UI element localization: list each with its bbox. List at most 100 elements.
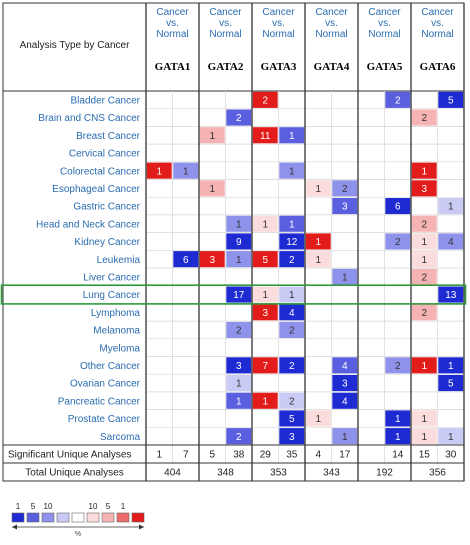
cell-value: 1 [209,131,215,142]
heatmap-cell [252,251,278,268]
significant-unique-value: 15 [419,450,431,461]
heatmap-cell [252,304,278,321]
analysis-type-header: Analysis Type by Cancer [20,40,131,51]
cell-value: 2 [395,95,401,106]
heatmap-cell [385,357,411,374]
significant-unique-value: 35 [286,450,298,461]
cell-value: 3 [289,432,295,443]
cell-value: 2 [395,237,401,248]
comparison-label-vs: vs. [325,18,338,29]
cancer-label: Bladder Cancer [71,95,141,106]
total-unique-value: 192 [376,468,393,479]
heatmap-cell [385,428,411,445]
comparison-label-cancer: Cancer [368,7,401,18]
heatmap-cell [279,215,305,232]
cell-value: 2 [236,113,242,124]
comparison-label-normal: Normal [209,29,241,40]
comparison-label-cancer: Cancer [262,7,295,18]
cell-value: 2 [421,113,427,124]
gene-header-gata1: GATA1 [155,61,191,73]
cell-value: 2 [342,184,348,195]
heatmap-cell [332,198,358,215]
significant-unique-value: 5 [209,450,215,461]
cell-value: 12 [286,237,298,248]
heatmap-cell [252,127,278,144]
significant-unique-value: 38 [233,450,245,461]
gene-header-gata2: GATA2 [208,61,244,73]
legend-red-tick: 1 [121,502,126,511]
heatmap-cell [385,198,411,215]
cell-value: 7 [262,361,268,372]
heatmap-cell [279,162,305,179]
cancer-label: Myeloma [99,343,140,354]
cell-value: 2 [236,432,242,443]
heatmap-cell [411,233,437,250]
legend-swatch [56,512,70,523]
cell-value: 1 [262,396,268,407]
cell-value: 4 [289,308,295,319]
cell-value: 1 [262,219,268,230]
cell-value: 5 [262,255,268,266]
cell-value: 9 [236,237,242,248]
heatmap-cell [411,215,437,232]
heatmap-cell [411,428,437,445]
heatmap-cell [385,91,411,108]
total-unique-value: 356 [429,468,446,479]
cell-value: 1 [289,131,295,142]
heatmap-cell [438,91,464,108]
cell-value: 1 [289,290,295,301]
legend-swatch [26,512,40,523]
legend-arrow-right-icon [139,524,144,530]
significant-unique-value: 29 [260,450,272,461]
cell-value: 1 [421,414,427,425]
gene-header-gata6: GATA6 [420,61,456,73]
legend-swatch [86,512,100,523]
legend-unit: % [75,531,81,538]
cancer-label: Kidney Cancer [74,237,140,248]
heatmap-cell [438,428,464,445]
comparison-label-vs: vs. [431,18,444,29]
comparison-label-normal: Normal [315,29,347,40]
cell-value: 1 [315,237,321,248]
cell-value: 1 [395,414,401,425]
heatmap-cell [438,375,464,392]
cell-value: 4 [342,361,348,372]
heatmap-cell [226,286,252,303]
cell-value: 1 [421,166,427,177]
legend-swatch [11,512,25,523]
significant-unique-value: 7 [183,450,189,461]
heatmap-cell [332,375,358,392]
comparison-label-cancer: Cancer [315,7,348,18]
heatmap-cell [332,392,358,409]
cell-value: 2 [289,255,295,266]
heatmap-cell [279,392,305,409]
cancer-label: Pancreatic Cancer [58,396,141,407]
legend-swatch [116,512,130,523]
gene-header-gata5: GATA5 [367,61,403,73]
cell-value: 3 [421,184,427,195]
heatmap-cell [411,109,437,126]
cancer-label: Brain and CNS Cancer [38,113,140,124]
cell-value: 2 [289,396,295,407]
cancer-label: Breast Cancer [76,131,141,142]
heatmap-cell [199,180,225,197]
cell-value: 2 [421,308,427,319]
heatmap-cell [226,428,252,445]
cancer-label: Ovarian Cancer [70,379,141,390]
cell-value: 2 [289,326,295,337]
cell-value: 1 [183,166,189,177]
cancer-label: Colorectal Cancer [60,166,141,177]
heatmap-cell [173,251,199,268]
heatmap-cell [199,251,225,268]
cancer-label: Sarcoma [100,432,140,443]
heatmap-cell [411,268,437,285]
significant-unique-value: 4 [315,450,321,461]
heatmap-cell [305,233,331,250]
cancer-label: Cervical Cancer [69,149,141,160]
heatmap-cell [146,162,172,179]
heatmap-cell [411,410,437,427]
cell-value: 1 [421,432,427,443]
cancer-label: Leukemia [97,255,141,266]
comparison-label-vs: vs. [166,18,179,29]
